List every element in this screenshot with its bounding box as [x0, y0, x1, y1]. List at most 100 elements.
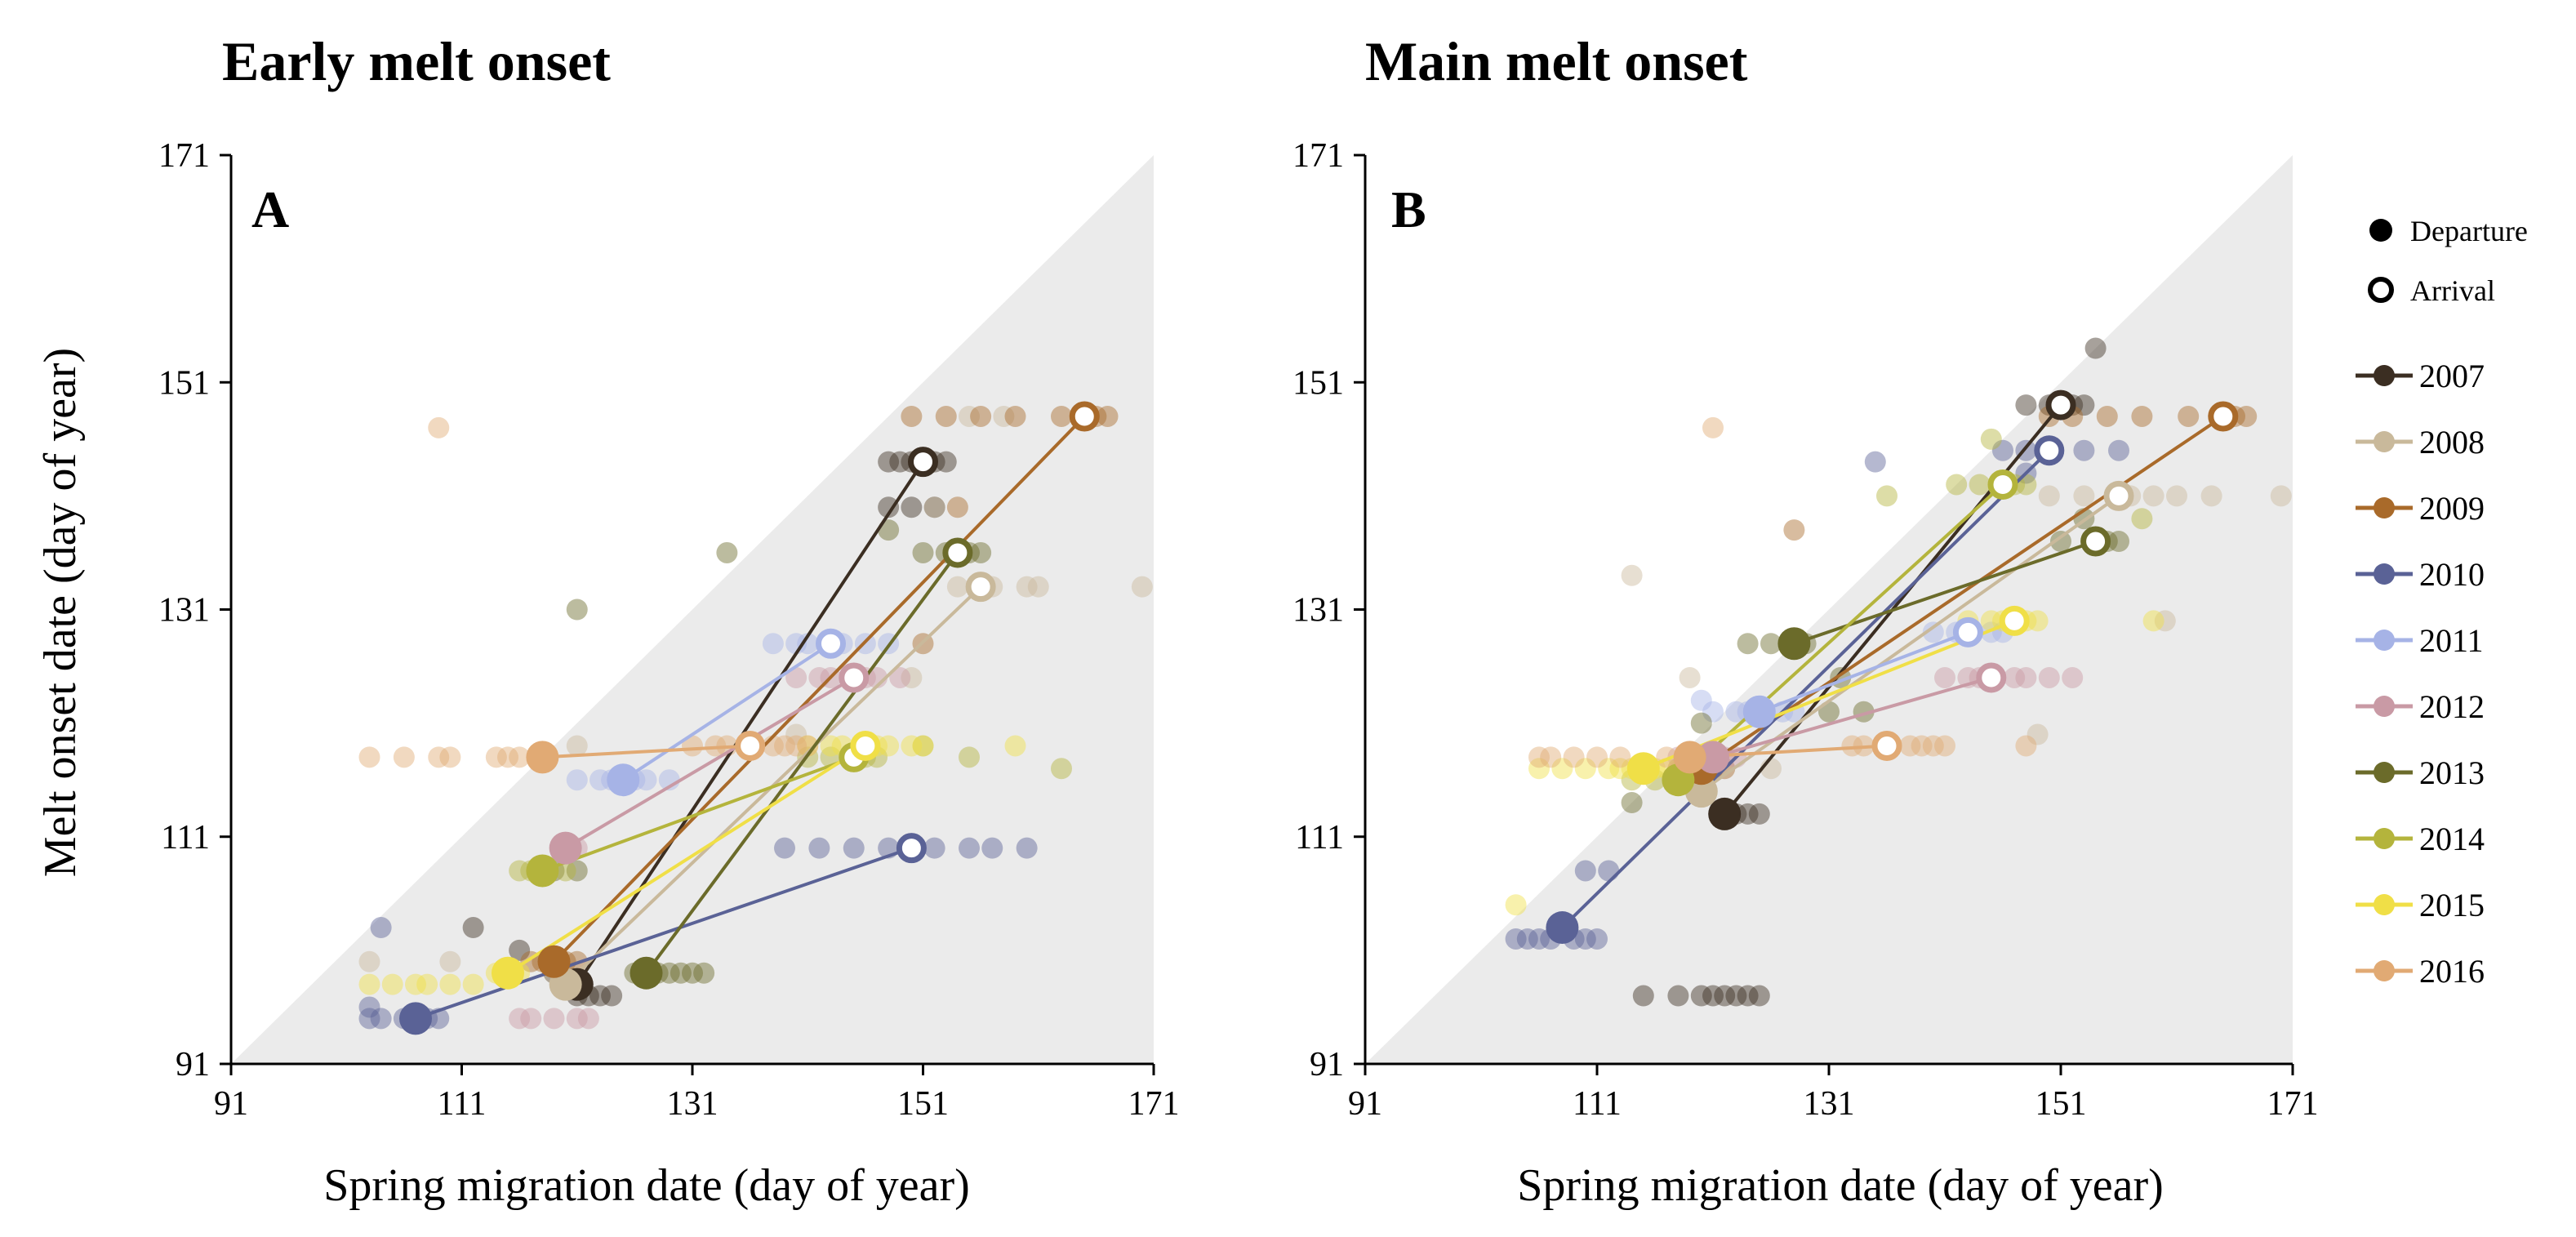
- point-2007: [589, 985, 611, 1007]
- legend: Departure Arrival 2007200820092010201120…: [2356, 215, 2528, 990]
- point-2011: [785, 633, 808, 655]
- point-2013: [1737, 633, 1759, 655]
- arrival-2012: [1976, 662, 2007, 693]
- point-2011: [1702, 701, 1724, 723]
- point-2007: [601, 985, 623, 1007]
- point-2008: [2154, 610, 2176, 632]
- point-2009: [2236, 405, 2258, 427]
- point-2016: [485, 746, 507, 768]
- point-2014: [2131, 508, 2153, 530]
- legend-label-2008: 2008: [2419, 424, 2485, 461]
- point-2015: [1609, 758, 1631, 780]
- point-2016: [682, 735, 703, 757]
- arrival-2011: [1952, 616, 1983, 647]
- point-2007: [1748, 803, 1770, 825]
- connector-2014: [1677, 483, 2004, 781]
- point-2007: [878, 451, 900, 473]
- x-tick-label: 151: [2035, 1085, 2087, 1123]
- connector-2011: [1759, 630, 1969, 714]
- point-2013: [2108, 531, 2129, 553]
- legend-label-2011: 2011: [2419, 622, 2484, 659]
- point-2015: [416, 973, 438, 995]
- point-2015: [358, 973, 380, 995]
- point-2011: [762, 633, 784, 655]
- point-2011: [1922, 621, 1944, 643]
- point-2008: [2038, 485, 2060, 507]
- connector-2012: [1712, 676, 1992, 759]
- legend-label-2016: 2016: [2419, 953, 2485, 990]
- point-2008: [1016, 576, 1038, 598]
- legend-marker-2007: [2374, 365, 2395, 386]
- departure-2011: [1742, 695, 1776, 728]
- departure-2010: [399, 1002, 432, 1035]
- point-2012: [889, 666, 911, 688]
- point-2016: [509, 746, 531, 768]
- point-2013: [1760, 633, 1782, 655]
- x-tick-label: 91: [1348, 1085, 1382, 1123]
- connector-2012: [564, 676, 855, 850]
- point-2008: [2200, 485, 2222, 507]
- point-2013: [658, 962, 680, 984]
- point-2012: [577, 1008, 599, 1030]
- connector-lines: [415, 415, 1086, 1021]
- point-2012: [2062, 666, 2084, 688]
- point-2010: [1992, 439, 2013, 461]
- legend-marker-2016: [2374, 960, 2395, 981]
- y-tick-label: 111: [161, 819, 210, 857]
- legend-years: 2007 2008 2009 2010 2011 2012 2013 2014 2015 2016: [2356, 358, 2485, 990]
- legend-arrival-marker: [2368, 277, 2394, 303]
- point-2015: [797, 735, 819, 757]
- point-2014: [1051, 758, 1072, 780]
- point-2016: [358, 746, 380, 768]
- point-2016: [1911, 735, 1933, 757]
- point-2016: [1563, 746, 1585, 768]
- point-2016: [428, 746, 450, 768]
- point-2012: [520, 1008, 542, 1030]
- connector-2016: [542, 744, 750, 759]
- point-2016: [497, 746, 518, 768]
- point-2016: [1609, 746, 1631, 768]
- point-2016: [1540, 746, 1562, 768]
- legend-departure-label: Departure: [2410, 215, 2528, 247]
- point-2015: [1551, 758, 1573, 780]
- point-2008: [959, 405, 980, 427]
- point-2015: [1505, 894, 1527, 916]
- departure-2007: [1708, 797, 1742, 830]
- y-tick-label: 111: [1295, 819, 1344, 857]
- x-tick-label: 171: [1128, 1085, 1180, 1123]
- arrival-2013: [2080, 526, 2111, 557]
- x-tick-label: 171: [2267, 1085, 2319, 1123]
- x-tick-label: 131: [667, 1085, 719, 1123]
- point-2009: [1783, 519, 1805, 541]
- point-2008: [2027, 723, 2049, 745]
- departure-2014: [526, 854, 559, 888]
- point-2016: [797, 735, 819, 757]
- point-2015: [405, 973, 426, 995]
- connector-2010: [1561, 449, 2051, 929]
- point-2015: [912, 735, 934, 757]
- point-2014: [509, 860, 531, 882]
- point-2008: [2166, 485, 2187, 507]
- legend-marker-2013: [2374, 762, 2395, 783]
- point-2014: [1969, 474, 1991, 496]
- departure-2015: [492, 956, 524, 990]
- point-2008: [2142, 485, 2164, 507]
- arrival-2016: [1871, 730, 1902, 761]
- point-2013: [682, 962, 703, 984]
- point-2014: [2015, 474, 2037, 496]
- point-2010: [1598, 860, 1620, 882]
- point-2007: [1702, 985, 1724, 1007]
- point-2013: [912, 541, 934, 563]
- connector-2009: [553, 415, 1086, 963]
- point-2009: [2131, 405, 2153, 427]
- mean-markers: [399, 401, 1100, 1035]
- departure-2013: [630, 956, 663, 990]
- point-2008: [2270, 485, 2292, 507]
- point-2008: [946, 576, 968, 598]
- panel-a-ticks: 91 111 131 151 171 91 111 131 151 171: [158, 137, 1180, 1123]
- point-2015: [1004, 735, 1026, 757]
- y-tick-label: 91: [1310, 1046, 1344, 1083]
- point-2007: [462, 917, 484, 939]
- connector-2010: [415, 846, 913, 1021]
- arrival-2008: [2103, 480, 2134, 511]
